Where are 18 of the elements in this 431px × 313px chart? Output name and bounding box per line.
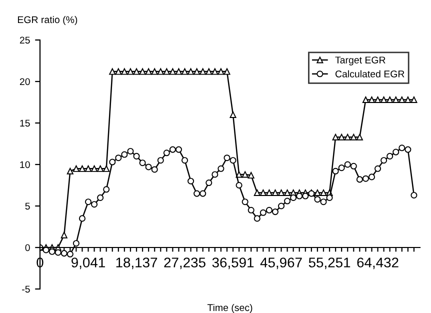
y-tick-label: 10 (20, 161, 30, 168)
x-tick-label: 36,591 (212, 258, 254, 270)
y-axis-title: EGR ratio (%) (18, 16, 78, 26)
x-tick-label: 55,251 (308, 258, 350, 270)
x-tick-label: 9,041 (72, 258, 105, 270)
x-tick-label: 27,235 (164, 258, 206, 270)
y-tick-label: 0 (25, 244, 30, 252)
y-tick-label: 5 (25, 202, 30, 210)
y-tick-label: 25 (20, 36, 30, 44)
x-tick-label: 64,432 (357, 258, 398, 270)
y-tick-label: 20 (20, 78, 30, 86)
legend-label: Calculated EGR (336, 70, 404, 78)
y-tick-label: 15 (20, 120, 30, 127)
legend-label: Target EGR (335, 56, 386, 66)
x-tick-label: 45,967 (260, 258, 302, 270)
y-tick-label: -5 (22, 286, 30, 293)
x-tick-label: 18,137 (116, 258, 158, 270)
x-axis-title: Time (sec) (207, 304, 252, 313)
